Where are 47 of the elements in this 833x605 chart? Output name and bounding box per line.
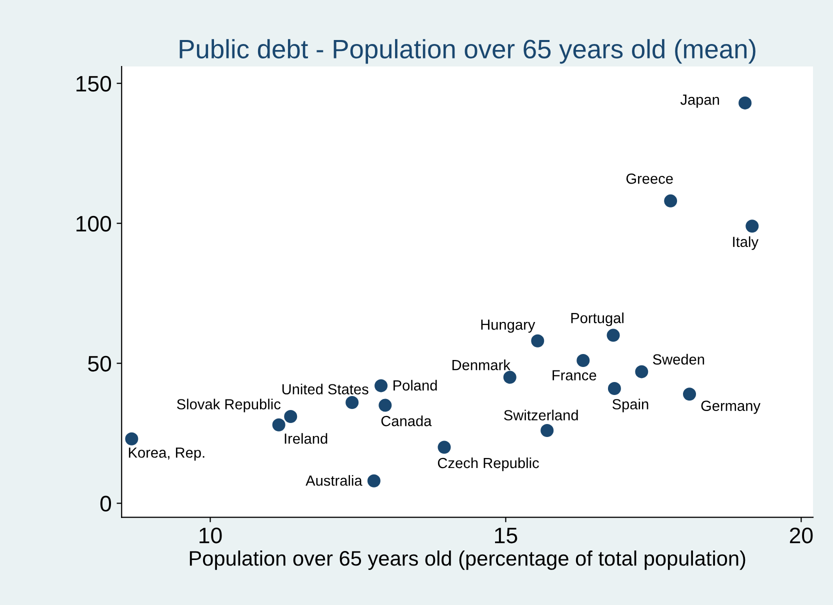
annotation: Portugal [571,312,624,326]
annotation: Czech Republic [438,457,539,472]
annotation: Poland [394,380,437,391]
x-tick-label: 20 [790,528,813,544]
point [683,388,696,401]
point [374,379,388,392]
y-tick-label: 0 [100,496,112,512]
annotation: Greece [626,174,673,184]
annotation: France [552,370,596,380]
point [608,382,621,395]
point [746,220,759,233]
y-tick-label: 100 [76,216,112,232]
annotation: Slovak Republic [177,398,281,412]
x-axis-title: Population over 65 years old (percentage of total population) [190,550,746,570]
annotation: Denmark [452,360,510,370]
annotation: United States [282,384,368,394]
point [664,194,678,208]
point [378,398,392,412]
chart-title: Public debt - Population over 65 years old (mean) [180,39,756,64]
x-tick-label: 15 [495,528,518,544]
annotation: Sweden [652,354,704,365]
annotation: Korea, Rep. [128,448,204,461]
x-tick-label: 10 [200,528,222,544]
point [540,424,554,437]
point [531,334,544,348]
annotation: Canada [381,415,432,426]
y-tick-label: 150 [76,76,112,92]
point [438,440,451,454]
y-tick-label: 50 [88,356,112,372]
annotation: Ireland [284,433,328,444]
point [346,396,359,409]
point [635,365,648,378]
annotation: Hungary [481,320,536,333]
annotation: Spain [612,398,648,412]
point [606,328,620,342]
point [503,370,516,384]
point [738,96,752,110]
point [367,474,380,488]
annotation: Germany [701,400,760,414]
annotation: Australia [306,475,362,486]
annotation: Switzerland [504,410,578,420]
annotation: Italy [733,236,758,250]
point [125,432,138,446]
point [576,354,590,368]
point [284,410,298,423]
annotation: Japan [680,94,719,108]
point [272,418,286,432]
